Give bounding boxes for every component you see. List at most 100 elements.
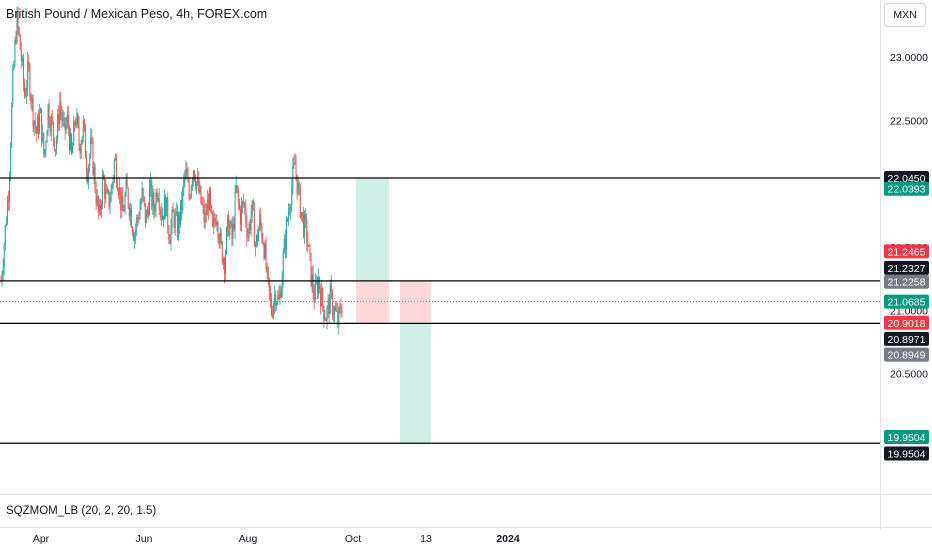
price-badge-label: 21.2258 — [888, 277, 926, 289]
candle-body — [190, 186, 192, 198]
candlestick-series — [0, 6, 343, 335]
candle-body — [155, 192, 157, 212]
candle-body — [83, 119, 85, 128]
candle-body — [143, 196, 145, 203]
candle-body — [45, 142, 47, 150]
candle-body — [69, 134, 71, 151]
candle-body — [104, 178, 106, 199]
candle-body — [18, 27, 20, 35]
candle-body — [191, 179, 193, 187]
candle-body — [118, 190, 120, 196]
candle-body — [134, 235, 136, 241]
candle-body — [110, 189, 112, 202]
candle-body — [262, 239, 264, 244]
candle-body — [84, 127, 86, 159]
candle-body — [57, 114, 59, 140]
candle-body — [68, 128, 70, 151]
candle-body — [313, 292, 315, 303]
price-badge — [884, 347, 929, 362]
candle-body — [113, 159, 115, 178]
candle-body — [76, 114, 78, 125]
candle-body — [311, 274, 313, 286]
candle-body — [214, 217, 216, 222]
candle-body — [33, 120, 35, 127]
candle-body — [99, 204, 101, 211]
candle-body — [44, 149, 46, 155]
candle-body — [5, 223, 7, 226]
candle-body — [195, 180, 197, 189]
candle-body — [279, 292, 281, 299]
candle-body — [277, 295, 279, 303]
candle-body — [181, 199, 183, 211]
candle-body — [219, 232, 221, 244]
candle-body — [250, 214, 252, 230]
candle-body — [144, 202, 146, 224]
candle-body — [51, 116, 53, 123]
candle-body — [108, 190, 110, 207]
candle-body — [97, 196, 99, 213]
candle-body — [9, 175, 11, 201]
candle-body — [135, 228, 137, 236]
price-badge — [884, 315, 929, 330]
time-axis: Apr Jun Aug Oct 13 2024 — [33, 533, 520, 545]
candle-body — [335, 307, 337, 311]
currency-button[interactable]: MXN — [884, 3, 926, 27]
candle-body — [269, 291, 271, 299]
candle-body — [127, 188, 129, 206]
price-tick-label: 22.5000 — [890, 115, 928, 127]
candle-body — [152, 192, 154, 207]
candle-body — [187, 177, 189, 182]
candle-body — [151, 180, 153, 207]
time-tick-label: Aug — [239, 533, 258, 545]
candle-body — [121, 195, 123, 211]
candle-body — [20, 49, 22, 62]
candle-body — [241, 204, 243, 225]
candle-body — [265, 243, 267, 270]
horizontal-lines — [0, 177, 880, 444]
candle-body — [128, 205, 130, 217]
candle-body — [199, 186, 201, 193]
candle-body — [150, 180, 152, 188]
candle-body — [298, 183, 300, 186]
candle-body — [322, 288, 324, 307]
candle-body — [314, 282, 316, 303]
candle-body — [276, 302, 278, 307]
candle-body — [55, 149, 57, 151]
candle-body — [133, 232, 135, 241]
candle-body — [26, 87, 28, 96]
candle-body — [294, 163, 296, 165]
candle-body — [286, 219, 288, 221]
price-badges: 22.045022.039321.246521.232721.225821.06… — [884, 170, 929, 461]
indicator-legend[interactable]: SQZMOM_LB (20, 2, 20, 1.5) — [6, 505, 157, 517]
price-badge-label: 22.0393 — [888, 184, 926, 196]
candle-body — [309, 245, 311, 254]
candle-body — [205, 212, 207, 216]
candle-body — [81, 136, 83, 144]
candle-body — [285, 219, 287, 251]
candle-body — [153, 192, 155, 212]
candle-body — [324, 319, 326, 321]
candle-body — [0, 281, 2, 283]
candle-body — [317, 277, 319, 294]
candle-body — [296, 174, 298, 194]
short-target-zone — [400, 322, 431, 444]
candle-body — [283, 238, 285, 254]
candle-body — [229, 226, 231, 236]
candle-body — [227, 215, 229, 229]
candle-body — [174, 213, 176, 228]
time-tick-label: 2024 — [496, 533, 520, 545]
candle-body — [106, 188, 108, 193]
pane-divider — [0, 494, 932, 495]
candle-body — [172, 209, 174, 213]
candle-body — [182, 187, 184, 211]
candle-body — [312, 274, 314, 293]
candle-body — [75, 124, 77, 126]
candle-body — [2, 267, 4, 276]
symbol-title[interactable]: British Pound / Mexican Peso, 4h, FOREX.… — [6, 7, 268, 21]
candle-body — [103, 174, 105, 179]
price-badge — [884, 170, 929, 185]
candle-body — [198, 177, 200, 193]
candle-body — [111, 183, 113, 190]
